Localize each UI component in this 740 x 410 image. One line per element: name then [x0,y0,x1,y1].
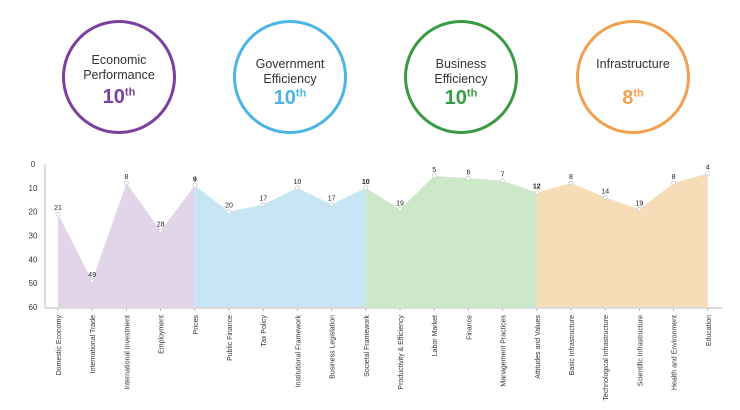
factor-rank: 10th [407,87,515,109]
data-label: 19 [636,200,644,207]
data-label: 10 [362,179,370,186]
factor-circle-economic-performance: Economic Performance 10th [62,20,176,134]
data-point [397,206,403,212]
y-tick-label: 20 [29,208,38,217]
x-tick-label: Domestic Economy [56,315,63,376]
factor-rank: 10th [236,87,344,109]
x-tick-label: Scientific Infrastructure [637,315,644,386]
factor-rank: 8th [579,87,687,109]
data-label: 14 [601,188,609,195]
rank-suffix: th [633,87,644,100]
rank-suffix: th [124,86,136,99]
x-tick-label: Finance [466,315,473,340]
factor-title: Economic Performance [83,53,155,82]
rank-suffix: th [295,87,307,100]
data-label: 4 [706,165,710,172]
data-point [363,185,369,191]
data-label: 19 [396,200,404,207]
data-label: 10 [294,179,302,186]
x-tick-label: Health and Environment [672,315,679,390]
x-tick-label: Attitudes and Values [535,315,542,379]
data-label: 28 [157,222,165,229]
rank-number: 10 [444,87,467,109]
y-tick-label: 60 [29,303,38,312]
rank-suffix: th [466,87,478,100]
data-point [465,175,471,181]
x-tick-label: Labor Market [432,315,439,356]
data-point [500,178,506,184]
data-point [192,183,198,188]
factor-circle-infrastructure: Infrastructure 8th [576,20,690,134]
data-label: 7 [501,172,505,179]
x-tick-label: International Trade [90,315,97,373]
data-label: 17 [328,196,336,203]
data-point [329,202,335,207]
data-label: 8 [124,174,128,181]
data-point [705,171,711,176]
y-tick-label: 0 [31,160,36,169]
data-point [431,173,437,179]
area-segment [58,183,195,307]
area-segment [365,175,537,307]
rank-number: 10 [273,87,296,109]
y-tick-label: 10 [29,184,38,193]
factor-title: Infrastructure [596,57,670,71]
factor-title: Business Efficiency [434,57,488,86]
x-tick-label: Public Finance [227,315,234,361]
x-tick-label: Education [706,315,713,346]
data-point [637,206,642,212]
x-tick-label: Productivity & Efficiency [398,315,405,390]
data-point [55,211,61,217]
x-tick-label: International Investment [124,315,131,390]
data-point [124,180,129,186]
data-label: 12 [533,184,541,191]
data-point [260,202,266,207]
y-tick-label: 40 [29,255,38,264]
rank-number: 10 [102,86,125,108]
data-point [89,278,95,284]
x-tick-label: Prices [193,315,200,335]
data-label: 5 [432,167,436,174]
x-tick-label: Institutional Framework [295,315,302,388]
x-tick-label: Technological Infrastructure [603,315,610,401]
factor-circle-business-efficiency: Business Efficiency 10th [404,20,518,134]
y-tick-label: 30 [29,232,38,241]
data-point [568,180,574,186]
data-point [602,194,608,200]
data-point [294,185,300,191]
data-label: 8 [569,174,573,181]
area-segment [194,185,366,307]
data-point [671,180,676,186]
data-point [226,209,232,215]
x-tick-label: Societal Framework [364,315,371,377]
x-tick-label: Employment [159,315,166,354]
factor-title: Government Efficiency [255,57,325,86]
rank-number: 8 [622,87,634,109]
data-label: 20 [225,203,233,210]
x-tick-label: Business Legislation [330,315,337,379]
data-label: 21 [54,205,62,212]
factor-circle-government-efficiency: Government Efficiency 10th [233,20,347,134]
data-label: 9 [193,176,197,183]
data-label: 17 [259,196,267,203]
data-point [158,228,164,234]
data-label: 8 [672,174,676,181]
x-tick-label: Tax Policy [261,315,268,347]
data-label: 49 [88,272,96,279]
y-tick-label: 50 [29,279,38,288]
factor-rank: 10th [65,86,173,108]
x-tick-label: Basic Infrastructure [569,315,576,375]
area-segment [536,173,708,307]
x-tick-label: Management Practices [501,315,508,387]
data-point [534,190,540,196]
data-label: 6 [466,169,470,176]
